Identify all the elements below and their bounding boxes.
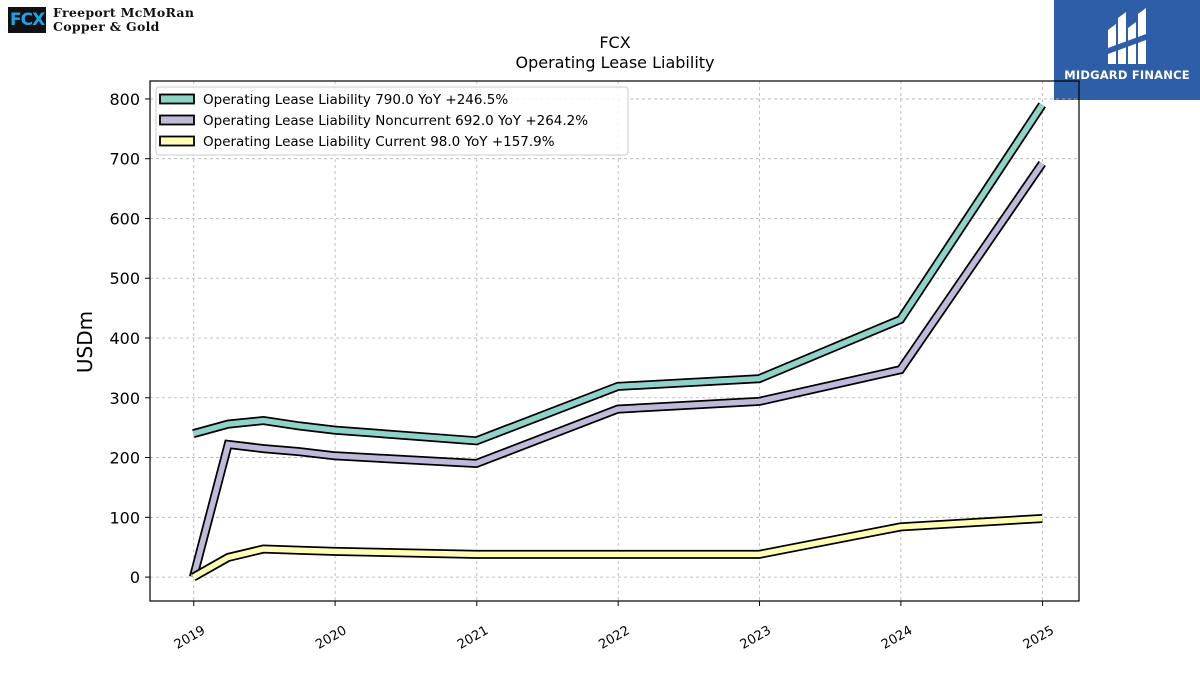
- company-logo-text: Freeport McMoRan Copper & Gold: [53, 6, 194, 34]
- company-name-line1: Freeport McMoRan: [53, 5, 195, 20]
- y-tick-label: 700: [109, 150, 140, 169]
- series-line-2: [192, 515, 1043, 580]
- x-tick-label: 2025: [1021, 623, 1057, 653]
- plot-frame: [149, 80, 1080, 602]
- legend-label-0: Operating Lease Liability 790.0 YoY +246…: [203, 92, 508, 108]
- x-tick-label: 2024: [879, 623, 915, 653]
- brand-name: MIDGARD FINANCE: [1064, 68, 1190, 82]
- x-tick-label: 2022: [596, 623, 632, 653]
- y-tick-label: 500: [109, 269, 140, 288]
- y-tick-label: 300: [109, 389, 140, 408]
- legend-swatch-2: [159, 135, 195, 147]
- legend-box: [155, 86, 629, 156]
- y-tick-label: 400: [109, 329, 140, 348]
- y-tick-label: 200: [109, 449, 140, 468]
- y-axis-label: USDm: [73, 311, 97, 373]
- company-logo: FCX Freeport McMoRan Copper & Gold: [8, 6, 194, 34]
- company-logo-mark-text: FCX: [10, 10, 45, 30]
- brand-logo-icon: [1108, 8, 1146, 64]
- company-logo-mark: FCX: [8, 7, 46, 33]
- legend-label-1: Operating Lease Liability Noncurrent 692…: [203, 113, 588, 129]
- y-tick-label: 100: [109, 508, 140, 527]
- x-tick-label: 2019: [172, 623, 208, 653]
- brand-logo: MIDGARD FINANCE: [1054, 0, 1200, 100]
- series-line-1: [190, 161, 1045, 578]
- x-tick-label: 2023: [738, 623, 774, 653]
- x-tick-label: 2021: [455, 623, 491, 653]
- legend-swatch-0: [159, 93, 195, 105]
- x-tick-label: 2020: [313, 623, 349, 653]
- y-tick-label: 800: [109, 90, 140, 109]
- legend-label-2: Operating Lease Liability Current 98.0 Y…: [203, 134, 555, 150]
- y-tick-label: 600: [109, 209, 140, 228]
- series-line-0: [192, 103, 1045, 444]
- chart-title: FCX: [599, 33, 630, 52]
- chart-subtitle: Operating Lease Liability: [515, 53, 714, 72]
- company-name-line2: Copper & Gold: [53, 19, 160, 34]
- legend-swatch-1: [159, 114, 195, 126]
- y-tick-label: 0: [130, 568, 140, 587]
